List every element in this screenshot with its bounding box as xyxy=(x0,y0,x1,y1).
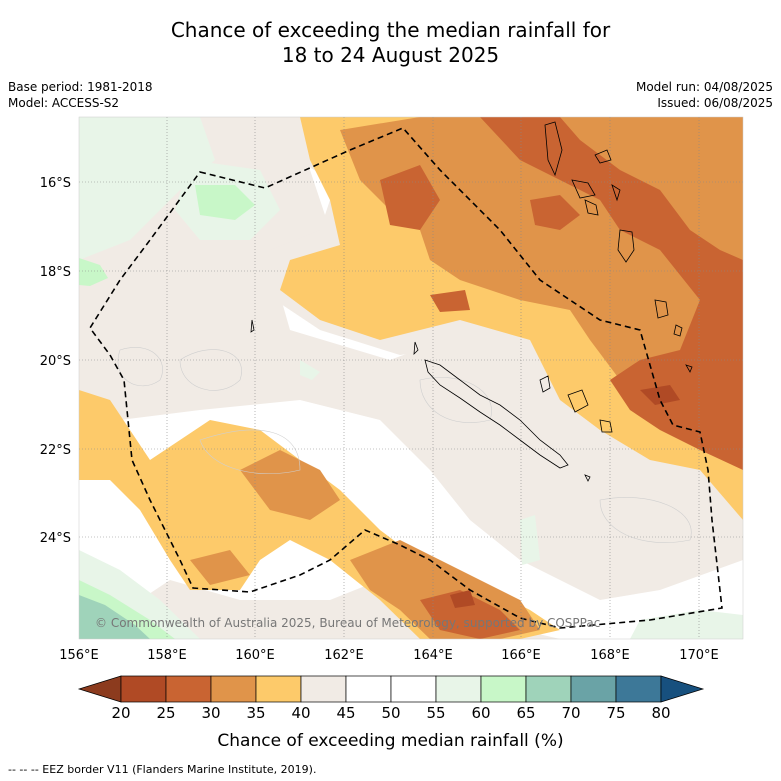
lon-label: 168°E xyxy=(590,648,630,663)
colorbar-tick: 75 xyxy=(606,704,626,722)
eez-footnote: -- -- -- EEZ border V11 (Flanders Marine… xyxy=(8,763,317,776)
colorbar-swatch xyxy=(480,675,527,703)
region-60-65 xyxy=(79,185,255,639)
colorbar-swatch xyxy=(165,675,212,703)
colorbar-swatch xyxy=(300,675,347,703)
colorbar-swatch xyxy=(210,675,257,703)
region-55-60-southwest xyxy=(79,360,743,639)
longitude-labels: 156°E 158°E 160°E 162°E 164°E 166°E 168°E 170°E xyxy=(59,648,719,663)
colorbar-tick: 50 xyxy=(381,704,401,722)
region-30-35-south xyxy=(190,450,540,639)
vanuatu-outline xyxy=(544,121,693,373)
lon-label: 162°E xyxy=(324,648,364,663)
colorbar-tick: 30 xyxy=(201,704,221,722)
lat-label: 24°S xyxy=(40,531,71,546)
coastlines xyxy=(250,121,693,482)
title-line-1: Chance of exceeding the median rainfall … xyxy=(170,18,611,42)
small-islands-outline xyxy=(250,319,591,482)
map-title: Chance of exceeding the median rainfall … xyxy=(0,18,781,68)
issued-date: Issued: 06/08/2025 xyxy=(657,96,773,110)
model-name: Model: ACCESS-S2 xyxy=(8,96,120,110)
colorbar-swatch xyxy=(390,675,437,703)
colorbar-tick: 55 xyxy=(426,704,446,722)
lon-label: 166°E xyxy=(501,648,541,663)
colorbar-swatch xyxy=(255,675,302,703)
lat-label: 18°S xyxy=(40,265,71,280)
colorbar-tick: 60 xyxy=(471,704,491,722)
base-period: Base period: 1981-2018 xyxy=(8,80,153,94)
region-65-70 xyxy=(79,595,150,639)
title-line-2: 18 to 24 August 2025 xyxy=(281,43,500,67)
colorbar-extend-low xyxy=(77,675,122,703)
colorbar-swatch xyxy=(525,675,572,703)
colorbar-tick: 80 xyxy=(651,704,671,722)
colorbar-tick: 20 xyxy=(111,704,131,722)
map-panel xyxy=(79,117,743,639)
lon-label: 158°E xyxy=(147,648,187,663)
lon-label: 170°E xyxy=(679,648,719,663)
latitude-labels: 16°S 18°S 20°S 22°S 24°S xyxy=(40,176,71,546)
colorbar-tick: 35 xyxy=(246,704,266,722)
colorbar-title: Chance of exceeding median rainfall (%) xyxy=(217,731,564,751)
region-25-30-north xyxy=(480,117,743,470)
lon-label: 156°E xyxy=(59,648,99,663)
copyright-text: © Commonwealth of Australia 2025, Bureau… xyxy=(95,616,600,630)
lat-label: 20°S xyxy=(40,354,71,369)
model-run: Model run: 04/08/2025 xyxy=(635,80,773,94)
colorbar-swatch xyxy=(345,675,392,703)
colorbar-tick: 45 xyxy=(336,704,356,722)
colorbar-swatch xyxy=(570,675,617,703)
region-25-30-west xyxy=(380,165,580,639)
colorbar-tick: 70 xyxy=(561,704,581,722)
loyalty-islands-outline xyxy=(539,375,613,433)
colorbar-tick: 25 xyxy=(156,704,176,722)
colorbar-tick: 40 xyxy=(291,704,311,722)
eez-border xyxy=(89,127,723,629)
lon-label: 160°E xyxy=(235,648,275,663)
colorbar xyxy=(77,675,705,703)
region-55-60-northwest xyxy=(79,117,280,260)
colorbar-extend-high xyxy=(660,675,705,703)
meta-left: Base period: 1981-2018 Model: ACCESS-S2 xyxy=(8,79,153,111)
graticule xyxy=(79,117,743,639)
map-frame xyxy=(78,116,744,640)
colorbar-swatch xyxy=(120,675,167,703)
lon-label: 164°E xyxy=(413,648,453,663)
lat-label: 16°S xyxy=(40,176,71,191)
lat-label: 22°S xyxy=(40,443,71,458)
colorbar-swatch xyxy=(435,675,482,703)
colorbar-tick: 65 xyxy=(516,704,536,722)
new-caledonia-outline xyxy=(424,359,569,469)
meta-right: Model run: 04/08/2025 Issued: 06/08/2025 xyxy=(636,79,773,111)
colorbar-swatch xyxy=(615,675,662,703)
